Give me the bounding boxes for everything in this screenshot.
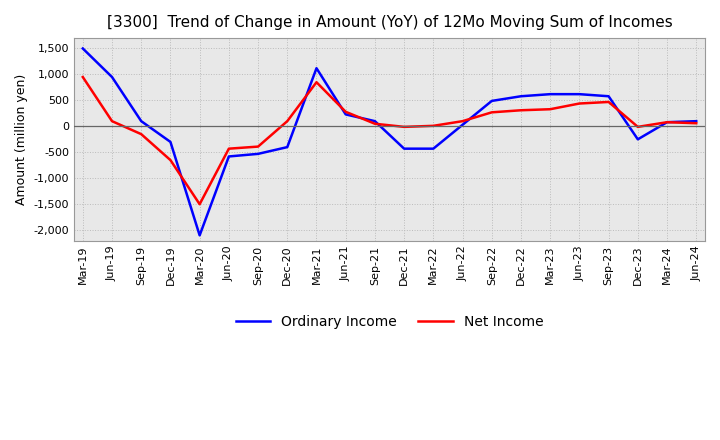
Ordinary Income [166,139,175,145]
Net Income [662,120,671,125]
Net Income [225,146,233,151]
Ordinary Income [195,233,204,238]
Net Income [312,80,321,85]
Ordinary Income [458,122,467,128]
Net Income [458,118,467,124]
Title: [3300]  Trend of Change in Amount (YoY) of 12Mo Moving Sum of Incomes: [3300] Trend of Change in Amount (YoY) o… [107,15,672,30]
Net Income [108,118,117,124]
Net Income [546,106,554,112]
Ordinary Income [429,146,438,151]
Ordinary Income [604,94,613,99]
Net Income [371,121,379,126]
Net Income [692,121,701,126]
Ordinary Income [253,151,262,157]
Ordinary Income [487,98,496,103]
Net Income [575,101,584,106]
Net Income [487,110,496,115]
Ordinary Income [225,154,233,159]
Ordinary Income [662,120,671,125]
Ordinary Income [108,74,117,80]
Net Income [253,144,262,149]
Ordinary Income [283,144,292,150]
Net Income [341,109,350,114]
Net Income [195,202,204,207]
Legend: Ordinary Income, Net Income: Ordinary Income, Net Income [230,310,549,335]
Ordinary Income [400,146,408,151]
Net Income [283,118,292,124]
Ordinary Income [546,92,554,97]
Net Income [604,99,613,105]
Ordinary Income [78,46,87,51]
Ordinary Income [341,112,350,117]
Ordinary Income [575,92,584,97]
Ordinary Income [692,118,701,124]
Net Income [634,124,642,129]
Net Income [137,132,145,137]
Ordinary Income [137,118,145,124]
Line: Net Income: Net Income [83,77,696,204]
Y-axis label: Amount (million yen): Amount (million yen) [15,74,28,205]
Ordinary Income [312,66,321,71]
Ordinary Income [517,94,526,99]
Net Income [429,123,438,128]
Line: Ordinary Income: Ordinary Income [83,48,696,235]
Net Income [166,158,175,163]
Ordinary Income [634,137,642,142]
Net Income [517,108,526,113]
Ordinary Income [371,118,379,124]
Net Income [400,124,408,129]
Net Income [78,74,87,80]
